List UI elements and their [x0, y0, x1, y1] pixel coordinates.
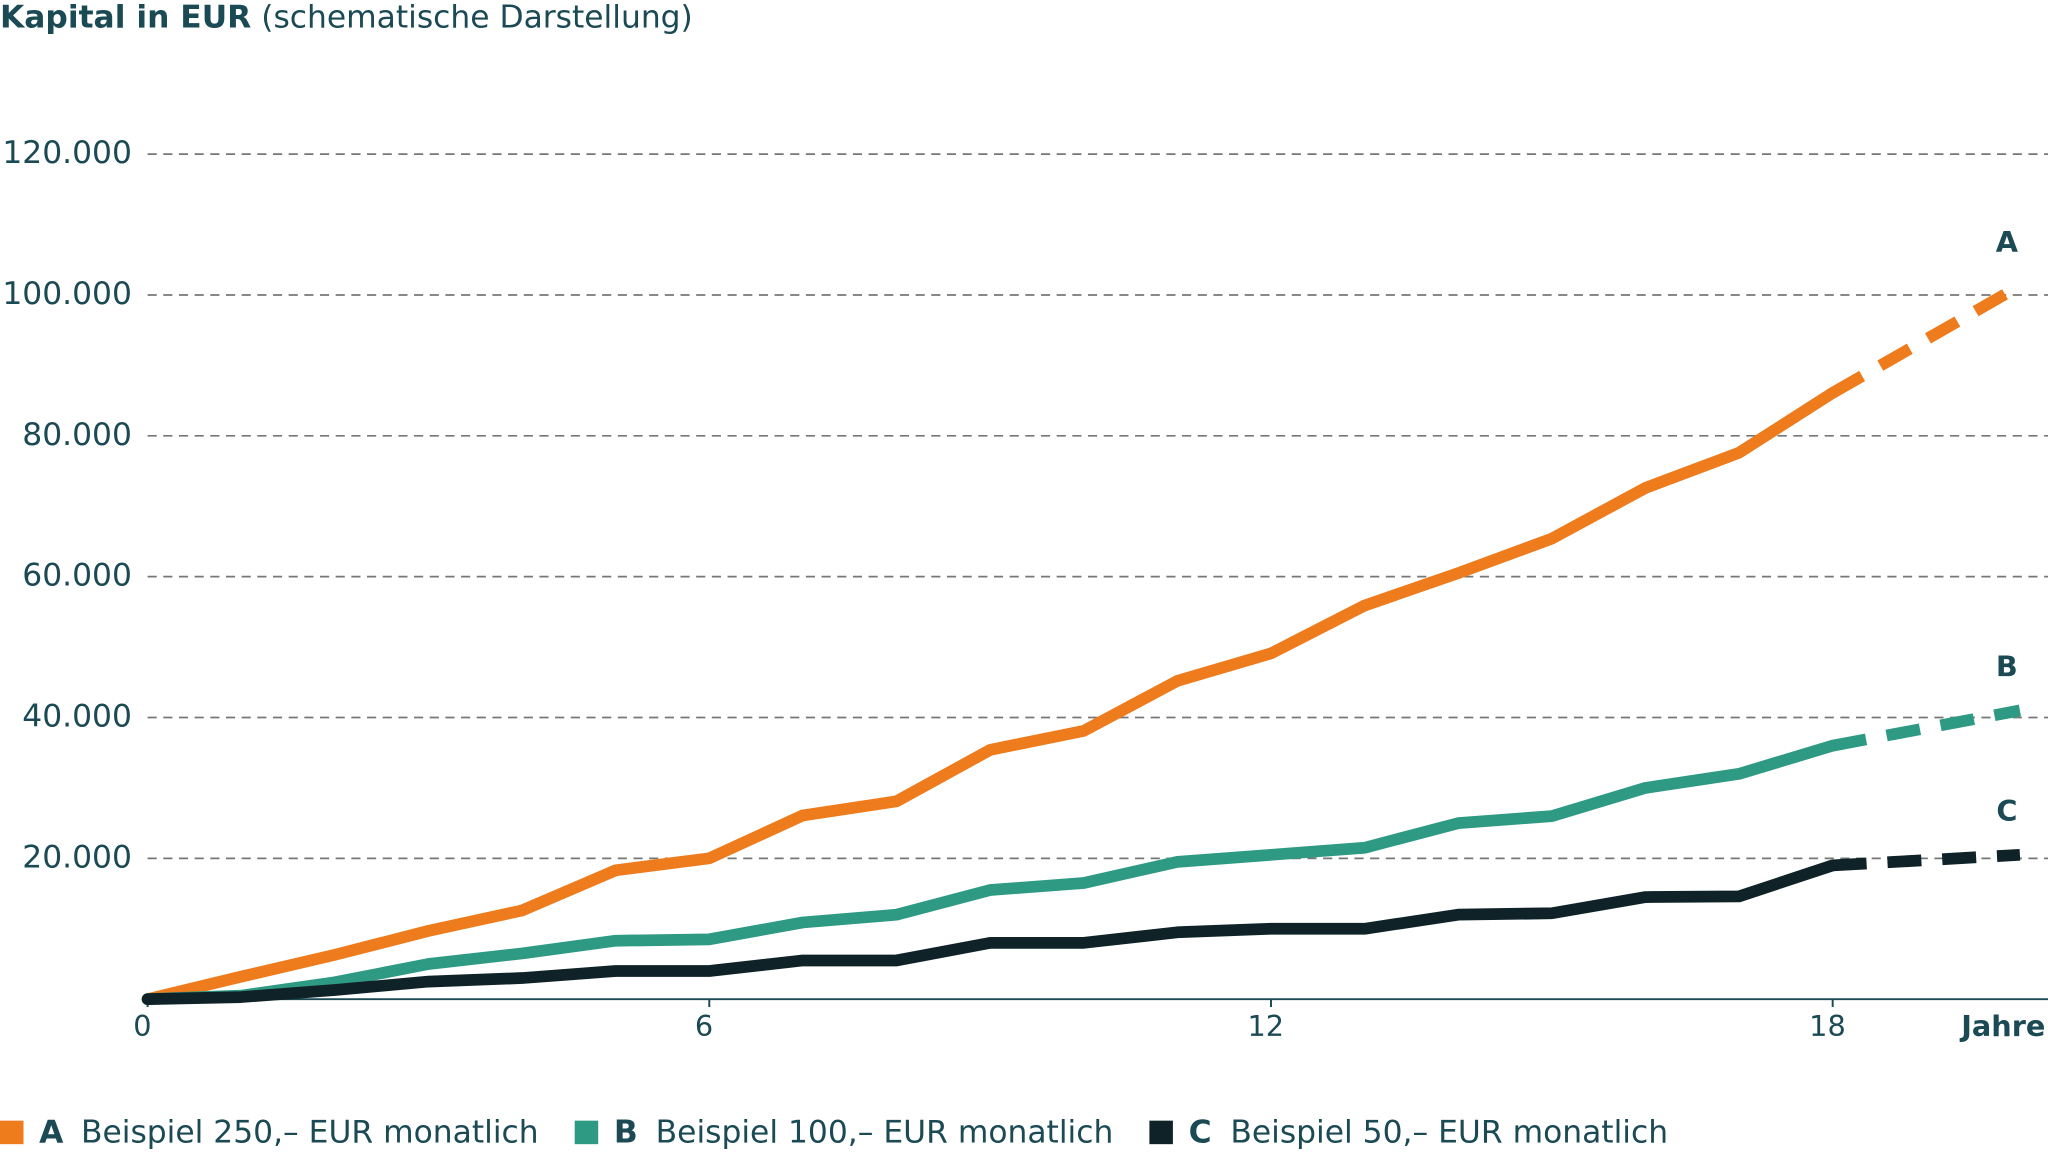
series-end-label: B	[1996, 650, 2018, 684]
series-projection	[1832, 848, 2021, 872]
legend-label: Beispiel 250,– EUR monatlich	[81, 1115, 539, 1151]
series-line	[141, 739, 1839, 1006]
y-tick-label: 80.000	[22, 417, 132, 453]
legend-key: A	[39, 1115, 64, 1151]
legend-label: Beispiel 50,– EUR monatlich	[1230, 1115, 1668, 1151]
x-tick-label: 18	[1809, 1009, 1846, 1043]
legend-label: Beispiel 100,– EUR monatlich	[656, 1115, 1114, 1151]
legend-key: C	[1189, 1115, 1212, 1151]
y-tick-label: 20.000	[22, 839, 132, 875]
y-tick-label: 100.000	[2, 276, 132, 312]
series-line	[141, 859, 1839, 1006]
series-end-label: C	[1996, 794, 2017, 828]
chart-subtitle: (schematische Darstellung)	[261, 0, 693, 35]
chart-title: Kapital in EUR	[0, 0, 251, 35]
x-tick-label: 0	[133, 1009, 151, 1043]
legend-swatch	[0, 1120, 24, 1145]
legend-swatch	[1149, 1120, 1173, 1145]
x-tick-label: 12	[1247, 1009, 1284, 1043]
series-projection	[1831, 704, 2022, 752]
legend-swatch	[574, 1120, 599, 1145]
chart-title-line: Kapital in EUR (schematische Darstellung…	[0, 0, 693, 35]
legend-key: B	[614, 1115, 638, 1151]
x-axis-label: Jahre	[1959, 1009, 2045, 1043]
series-projection	[1829, 280, 2023, 398]
y-tick-label: 120.000	[2, 135, 132, 171]
series-end-label: A	[1996, 225, 2019, 259]
x-tick-label: 6	[695, 1009, 713, 1043]
series-line	[141, 386, 1839, 1006]
y-tick-label: 60.000	[22, 558, 132, 594]
y-tick-label: 40.000	[22, 698, 132, 734]
